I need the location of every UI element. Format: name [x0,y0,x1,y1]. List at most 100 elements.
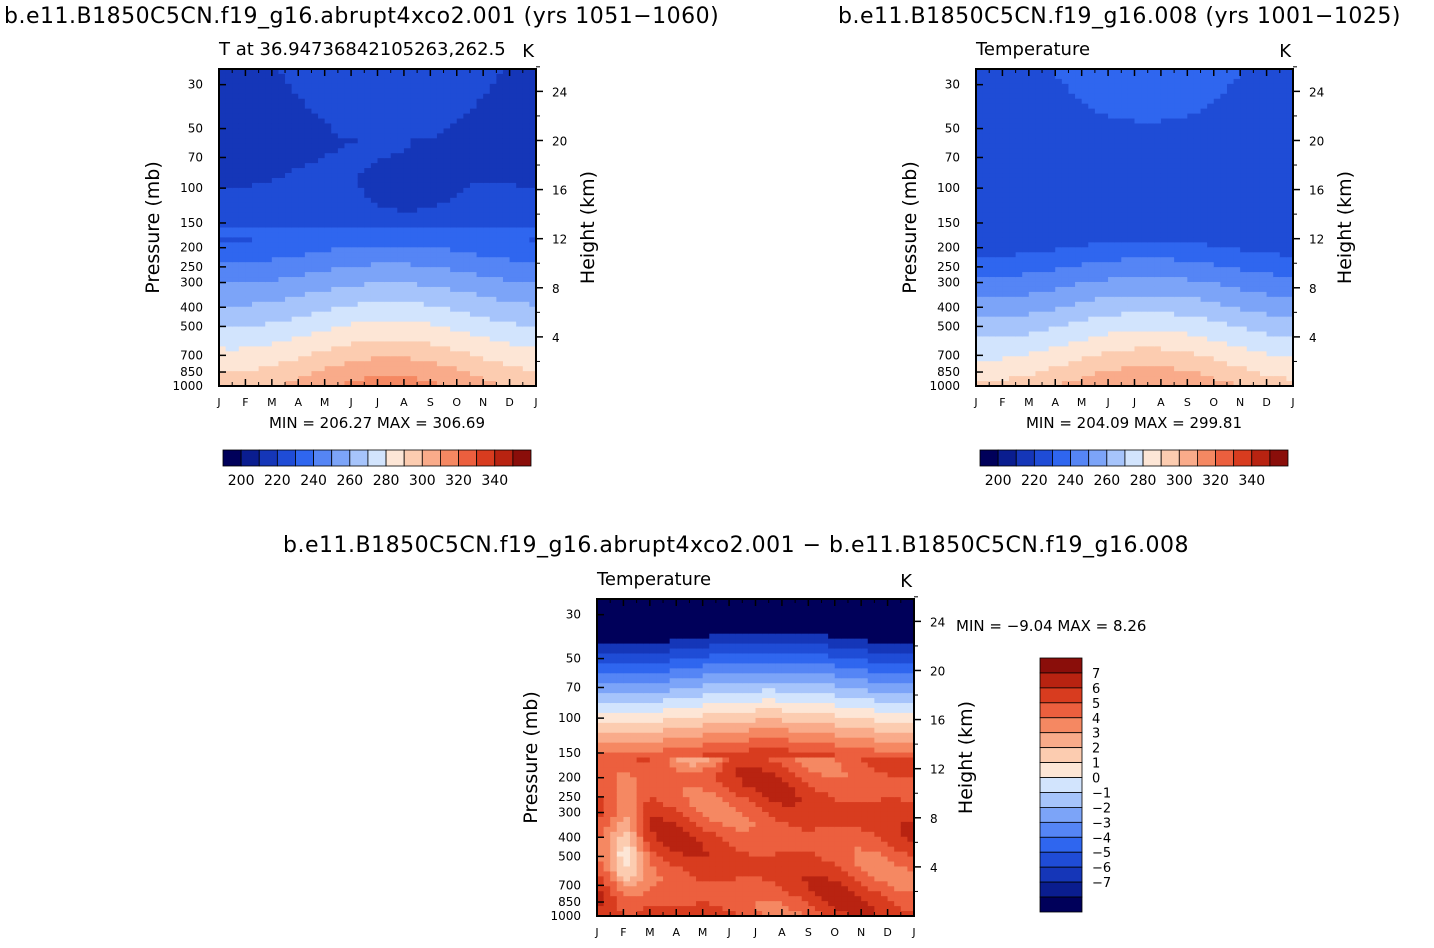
contour-cell [397,197,405,204]
contour-cell [1002,143,1010,149]
contour-cell [1035,138,1043,144]
contour-cell [1088,311,1096,318]
contour-cell [238,182,247,189]
contour-cell [1147,222,1155,229]
contour-cell [252,272,260,278]
contour-cell [1015,247,1023,253]
contour-cell [1075,336,1083,343]
contour-cell [1055,227,1063,234]
contour-cell [430,257,438,263]
contour-cell [463,182,471,189]
contour-cell [1081,257,1089,263]
contour-cell [410,168,418,174]
contour-cell [1075,272,1083,278]
contour-cell [1009,202,1017,209]
contour-cell [1134,326,1142,333]
contour-cell [430,182,438,189]
contour-cell [489,202,497,209]
contour-cell [225,232,233,238]
contour-cell [430,173,438,179]
contour-cell [238,173,247,179]
contour-cell [377,242,385,248]
contour-cell [1114,103,1122,110]
contour-cell [370,202,379,209]
contour-cell [1141,202,1149,209]
contour-cell [252,187,260,194]
contour-cell [430,262,438,268]
contour-cell [1127,168,1136,174]
contour-cell [423,267,431,273]
contour-cell [1068,326,1076,333]
contour-cell [1167,361,1175,367]
contour-cell [1114,148,1122,154]
contour-cell [298,286,306,293]
contour-cell [318,381,326,387]
contour-cell [1114,376,1122,382]
contour-cell [995,78,1004,85]
contour-cell [443,153,451,159]
contour-cell [1028,227,1037,234]
contour-cell [469,153,478,159]
contour-cell [364,306,372,313]
contour-cell [1002,192,1010,199]
contour-cell [476,267,484,273]
contour-cell [258,341,266,347]
contour-cell [1055,361,1063,367]
contour-cell [1088,376,1096,382]
contour-cell [1141,88,1149,95]
contour-cell [370,296,379,303]
contour-cell [370,192,379,199]
contour-cell [285,83,293,90]
contour-cell [989,351,997,357]
contour-cell [1042,366,1050,372]
contour-cell [225,286,233,293]
contour-cell [285,321,293,328]
contour-cell [1002,341,1010,347]
contour-cell [291,316,299,323]
contour-cell [529,376,537,382]
contour-cell [1160,306,1169,313]
contour-cell [1101,247,1109,253]
contour-cell [238,153,247,159]
contour-cell [377,69,385,75]
contour-cell [1121,158,1129,164]
contour-cell [1075,98,1083,105]
contour-cell [311,366,319,372]
contour-cell [364,366,372,372]
contour-cell [476,262,484,268]
contour-cell [1167,93,1175,100]
contour-cell [291,341,299,347]
contour-cell [390,237,398,243]
contour-cell [1009,321,1017,328]
contour-cell [1015,177,1023,184]
contour-cell [1048,356,1056,362]
contour-cell [377,326,385,333]
contour-cell [417,257,425,263]
contour-cell [258,346,266,352]
contour-cell [1127,311,1136,318]
contour-cell [1154,88,1162,95]
contour-cell [995,177,1004,184]
contour-cell [1002,69,1010,75]
contour-cell [278,163,286,169]
contour-cell [1068,281,1076,288]
contour-cell [238,366,247,372]
contour-cell [397,237,405,243]
contour-cell [456,187,464,194]
contour-cell [390,168,398,174]
contour-cell [245,331,253,338]
contour-cell [1134,376,1142,382]
contour-cell [265,182,273,189]
contour-cell [516,371,524,377]
contour-cell [1055,232,1063,238]
contour-cell [225,78,233,85]
contour-cell [278,69,286,75]
contour-cell [1141,192,1149,199]
contour-cell [476,296,484,303]
contour-cell [384,247,392,253]
contour-cell [417,93,425,100]
contour-cell [509,182,517,189]
contour-cell [1048,351,1056,357]
contour-cell [1108,376,1116,382]
contour-cell [337,192,346,199]
